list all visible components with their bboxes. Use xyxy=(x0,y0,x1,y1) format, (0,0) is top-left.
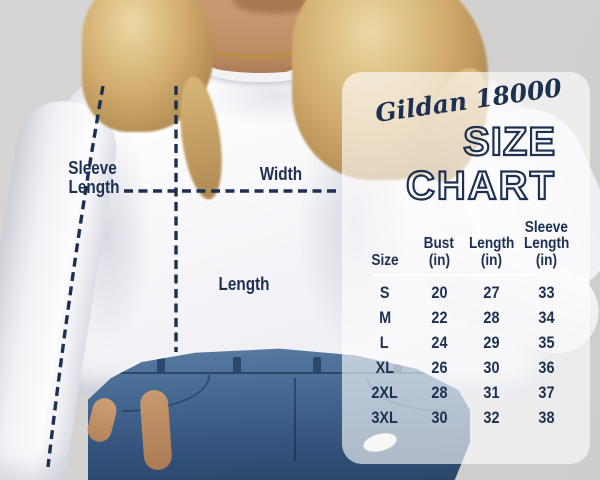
chin-shadow xyxy=(233,0,317,14)
table-row: M 22 28 34 xyxy=(356,305,576,330)
header-sleeve-length: Sleeve Length (in) xyxy=(524,218,570,270)
cell-size: 3XL xyxy=(371,407,398,427)
size-chart-panel: Gildan 18000 SIZE CHART Size Bust (in) L… xyxy=(342,72,590,464)
header-size: Size xyxy=(370,252,399,270)
cell-size: XL xyxy=(375,357,394,377)
cell-length: 31 xyxy=(483,382,500,402)
size-table: Size Bust (in) Length (in) Sleeve Length… xyxy=(356,212,576,430)
size-chart-title-line2: CHART xyxy=(405,164,556,208)
cell-size: L xyxy=(380,332,390,352)
jeans-waistband xyxy=(99,359,463,375)
cell-length: 27 xyxy=(483,282,500,302)
table-header-row: Size Bust (in) Length (in) Sleeve Length… xyxy=(356,212,576,270)
header-length: Length (in) xyxy=(468,235,514,270)
cell-sleeve: 33 xyxy=(538,282,555,302)
sleeve-length-label-line1: Sleeve xyxy=(68,158,117,178)
cell-length: 29 xyxy=(483,332,500,352)
belt-loop xyxy=(156,356,165,374)
cell-sleeve: 37 xyxy=(538,382,555,402)
header-bust: Bust (in) xyxy=(423,235,455,270)
belt-loop xyxy=(233,356,242,374)
cell-bust: 20 xyxy=(430,282,448,302)
cell-length: 32 xyxy=(483,407,500,427)
table-row: 3XL 30 32 38 xyxy=(356,405,576,430)
cell-bust: 26 xyxy=(430,357,448,377)
cell-sleeve: 36 xyxy=(538,357,555,377)
size-chart-title-line1: SIZE xyxy=(462,120,556,164)
table-row: S 20 27 33 xyxy=(356,280,576,305)
cell-sleeve: 34 xyxy=(538,307,555,327)
table-row: L 24 29 35 xyxy=(356,330,576,355)
cell-size: 2XL xyxy=(371,382,398,402)
cell-sleeve: 38 xyxy=(538,407,555,427)
sleeve-measure-line xyxy=(46,85,105,468)
table-row: 2XL 28 31 37 xyxy=(356,380,576,405)
cell-sleeve: 35 xyxy=(538,332,555,352)
cell-bust: 22 xyxy=(430,307,448,327)
header-divider xyxy=(372,274,570,276)
jeans-fly-seam xyxy=(294,378,297,462)
cell-length: 30 xyxy=(483,357,500,377)
cell-bust: 30 xyxy=(430,407,448,427)
cell-size: M xyxy=(378,307,391,327)
cell-bust: 24 xyxy=(430,332,448,352)
cell-bust: 28 xyxy=(430,382,448,402)
sleeve-length-label: Sleeve Length xyxy=(16,159,119,196)
table-row: XL 26 30 36 xyxy=(356,355,576,380)
cell-length: 28 xyxy=(483,307,500,327)
belt-loop xyxy=(313,356,322,374)
sleeve-length-label-line2: Length xyxy=(68,176,120,197)
cell-size: S xyxy=(379,282,390,302)
